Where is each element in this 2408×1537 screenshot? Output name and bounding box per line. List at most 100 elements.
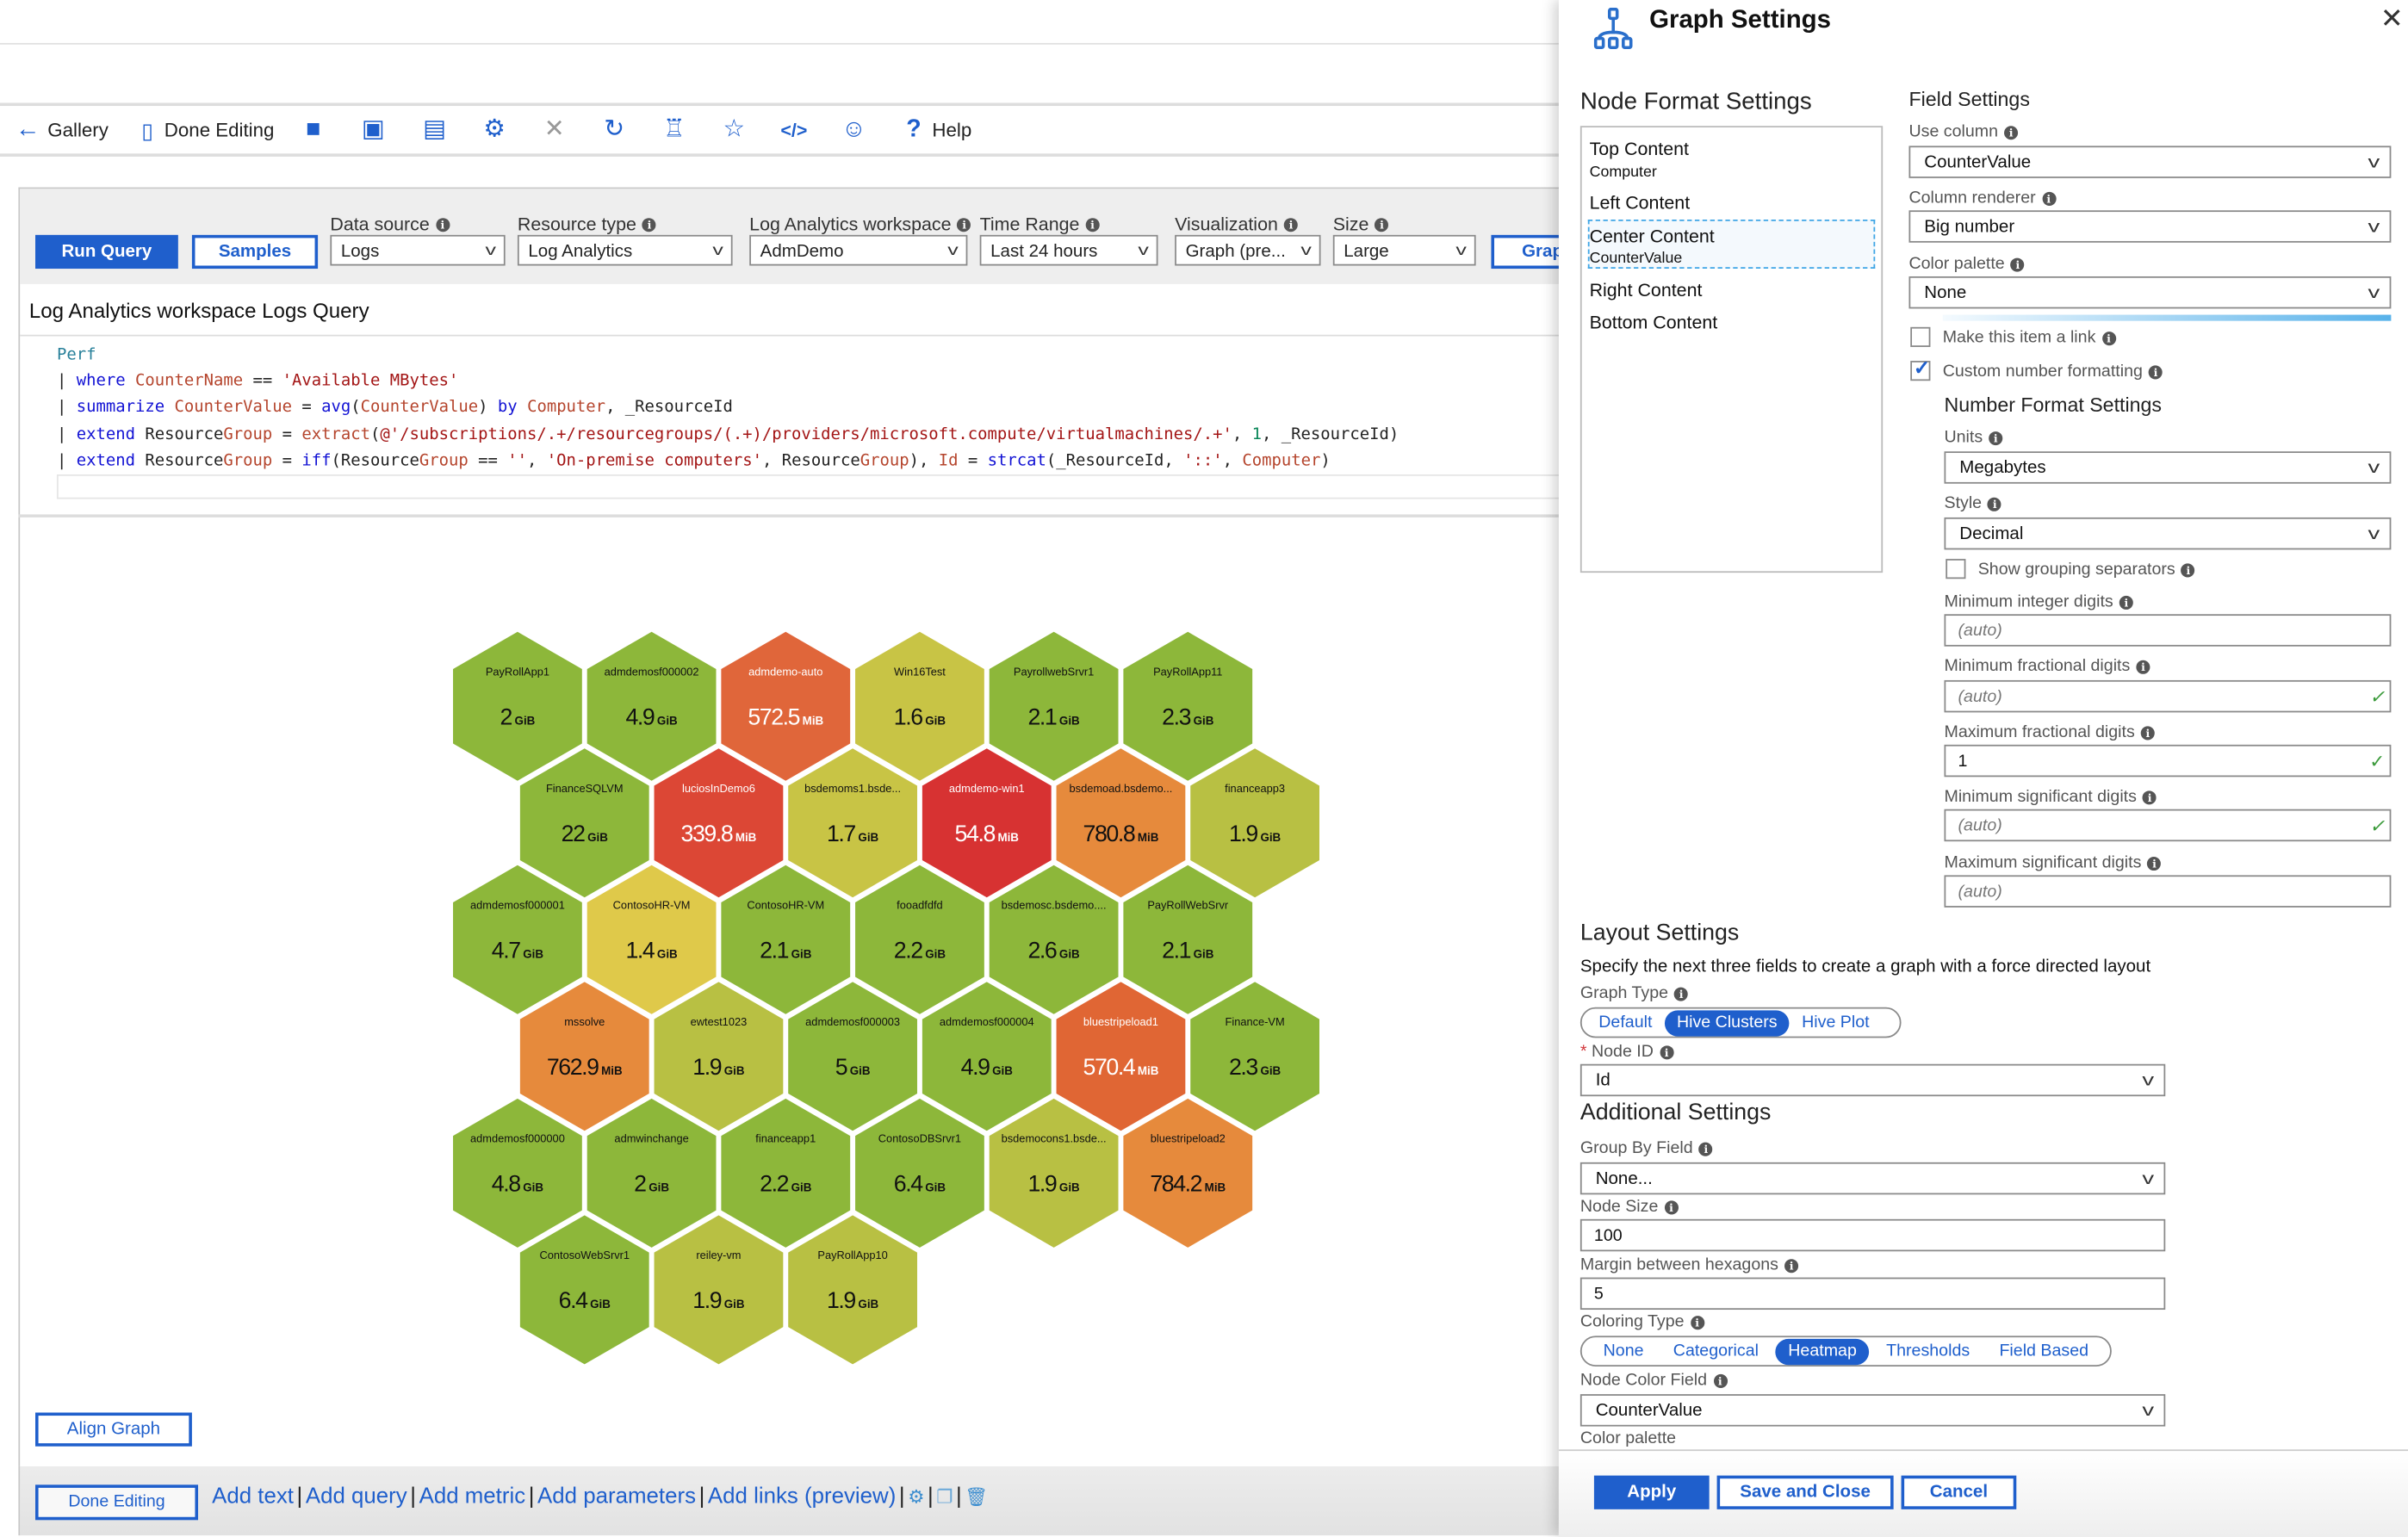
arrow-left-icon[interactable]: ← xyxy=(15,116,40,143)
graph-settings-button[interactable]: Grap xyxy=(1491,234,1568,270)
use-column-select[interactable]: CounterValue v xyxy=(1908,146,2392,178)
copy-icon[interactable]: ❐ xyxy=(936,1486,953,1509)
save-and-close-button[interactable]: Save and Close xyxy=(1716,1475,1894,1509)
hex-node[interactable]: financeapp3 1.9 GiB xyxy=(1190,748,1320,898)
save-as-icon[interactable]: ▤ xyxy=(423,116,447,143)
top-content-item[interactable]: Top Content xyxy=(1589,138,1689,160)
hex-node[interactable]: PayRollApp11 2.3 GiB xyxy=(1123,631,1253,781)
samples-button[interactable]: Samples xyxy=(191,234,319,270)
margin-input[interactable]: 5 xyxy=(1579,1277,2166,1311)
hex-node[interactable]: financeapp1 2.2 GiB xyxy=(721,1098,851,1248)
add-query-link[interactable]: Add query xyxy=(305,1484,407,1509)
hex-node[interactable]: ContosoHR-VM 1.4 GiB xyxy=(586,865,717,1014)
hex-node[interactable]: PayrollwebSrvr1 2.1 GiB xyxy=(989,631,1119,781)
query-editor-blank-line[interactable] xyxy=(56,474,1564,499)
size-select[interactable]: Large v xyxy=(1332,234,1476,266)
hex-node[interactable]: admdemosf000003 5 GiB xyxy=(788,982,917,1131)
hex-node[interactable]: bsdemocons1.bsde... 1.9 GiB xyxy=(989,1098,1119,1248)
min-fractional-digits-input[interactable]: (auto) ✓ xyxy=(1944,679,2392,713)
hex-node[interactable]: admdemo-auto 572.5 MiB xyxy=(721,631,851,781)
left-content-item[interactable]: Left Content xyxy=(1589,191,1691,214)
graph-type-default[interactable]: Default xyxy=(1598,1012,1653,1032)
add-links-preview-link[interactable]: Add links (preview) xyxy=(707,1484,897,1509)
done-editing-bottom-button[interactable]: Done Editing xyxy=(35,1484,199,1521)
min-significant-digits-input[interactable]: (auto) ✓ xyxy=(1944,809,2392,842)
hex-node[interactable]: PayRollWebSrvr 2.1 GiB xyxy=(1123,865,1253,1014)
resource-type-select[interactable]: Log Analytics v xyxy=(517,234,733,266)
node-color-field-select[interactable]: CounterValue v xyxy=(1579,1394,2166,1427)
hex-node[interactable]: PayRollApp10 1.9 GiB xyxy=(788,1215,917,1365)
node-id-select[interactable]: Id v xyxy=(1579,1063,2166,1097)
units-select[interactable]: Megabytes v xyxy=(1944,451,2392,484)
run-query-button[interactable]: Run Query xyxy=(35,234,178,270)
help-button[interactable]: Help xyxy=(932,117,971,145)
make-link-checkbox[interactable] xyxy=(1910,326,1931,347)
style-select[interactable]: Decimal v xyxy=(1944,517,2392,550)
hex-node[interactable]: admdemosf000002 4.9 GiB xyxy=(586,631,717,781)
hex-node[interactable]: PayRollApp1 2 GiB xyxy=(453,631,582,781)
graph-type-hive-clusters[interactable]: Hive Clusters xyxy=(1664,1009,1790,1036)
close-panel-icon[interactable]: ✕ xyxy=(2380,3,2404,34)
coloring-type-thresholds[interactable]: Thresholds xyxy=(1886,1341,1970,1360)
center-content-item[interactable]: Center Content CounterValue xyxy=(1587,219,1876,270)
hex-node[interactable]: ContosoDBSrvr1 6.4 GiB xyxy=(855,1098,984,1248)
hex-node[interactable]: FinanceSQLVM 22 GiB xyxy=(519,748,649,898)
time-range-select[interactable]: Last 24 hours v xyxy=(979,234,1158,266)
coloring-type-field-based[interactable]: Field Based xyxy=(1999,1341,2089,1360)
gear-icon[interactable]: ⚙ xyxy=(908,1486,925,1509)
visualization-select[interactable]: Graph (pre... v xyxy=(1175,234,1321,266)
max-fractional-digits-input[interactable]: 1 ✓ xyxy=(1944,744,2392,778)
node-size-input[interactable]: 100 xyxy=(1579,1218,2166,1252)
hex-node[interactable]: fooadfdfd 2.2 GiB xyxy=(855,865,984,1014)
gallery-button[interactable]: Gallery xyxy=(47,117,109,145)
column-renderer-select[interactable]: Big number v xyxy=(1908,210,2392,243)
alert-icon[interactable]: ♖ xyxy=(663,116,686,143)
hex-node[interactable]: ContosoWebSrvr1 6.4 GiB xyxy=(519,1215,649,1365)
smiley-icon[interactable]: ☺ xyxy=(841,116,867,143)
hex-node[interactable]: bsdemoad.bsdemo... 780.8 MiB xyxy=(1056,748,1186,898)
hex-node[interactable]: admdemosf000000 4.8 GiB xyxy=(453,1098,582,1248)
done-editing-button[interactable]: Done Editing xyxy=(164,117,275,145)
gear-icon[interactable]: ⚙ xyxy=(483,116,506,143)
coloring-type-categorical[interactable]: Categorical xyxy=(1673,1341,1759,1360)
hex-node[interactable]: bluestripeload1 570.4 MiB xyxy=(1056,982,1186,1131)
hex-node[interactable]: admdemosf000001 4.7 GiB xyxy=(453,865,582,1014)
hex-node[interactable]: ewtest1023 1.9 GiB xyxy=(654,982,784,1131)
grouping-separators-checkbox[interactable] xyxy=(1946,559,1966,579)
right-content-item[interactable]: Right Content xyxy=(1589,279,1703,301)
hex-node[interactable]: luciosInDemo6 339.8 MiB xyxy=(654,748,784,898)
workspace-select[interactable]: AdmDemo v xyxy=(749,234,968,266)
coloring-type-heatmap[interactable]: Heatmap xyxy=(1776,1338,1870,1365)
hex-node[interactable]: mssolve 762.9 MiB xyxy=(519,982,649,1131)
hex-node[interactable]: bluestripeload2 784.2 MiB xyxy=(1123,1098,1253,1248)
hex-node[interactable]: admdemo-win1 54.8 MiB xyxy=(922,748,1052,898)
save-icon[interactable]: ▣ xyxy=(361,116,385,143)
code-icon[interactable]: </> xyxy=(780,120,808,142)
add-metric-link[interactable]: Add metric xyxy=(419,1484,526,1509)
apply-button[interactable]: Apply xyxy=(1593,1475,1710,1509)
graph-type-hive-plot[interactable]: Hive Plot xyxy=(1802,1012,1870,1032)
pin-icon[interactable]: ☆ xyxy=(723,116,746,143)
refresh-icon[interactable]: ↻ xyxy=(604,116,625,143)
align-graph-button[interactable]: Align Graph xyxy=(35,1412,192,1447)
hex-node[interactable]: admwinchange 2 GiB xyxy=(586,1098,717,1248)
trash-icon[interactable]: 🗑 xyxy=(965,1486,989,1509)
hex-node[interactable]: ContosoHR-VM 2.1 GiB xyxy=(721,865,851,1014)
bottom-content-item[interactable]: Bottom Content xyxy=(1589,311,1718,333)
help-icon[interactable]: ? xyxy=(906,116,922,143)
add-text-link[interactable]: Add text xyxy=(212,1484,294,1509)
hex-node[interactable]: Win16Test 1.6 GiB xyxy=(855,631,984,781)
data-source-select[interactable]: Logs v xyxy=(330,234,506,266)
hex-node[interactable]: bsdemoms1.bsde... 1.7 GiB xyxy=(788,748,917,898)
add-parameters-link[interactable]: Add parameters xyxy=(537,1484,697,1509)
close-icon[interactable]: ✕ xyxy=(543,116,565,143)
hex-node[interactable]: Finance-VM 2.3 GiB xyxy=(1190,982,1320,1131)
min-integer-digits-input[interactable]: (auto) xyxy=(1944,614,2392,647)
coloring-type-none[interactable]: None xyxy=(1603,1341,1644,1360)
cancel-button[interactable]: Cancel xyxy=(1901,1475,2017,1509)
color-palette-select[interactable]: None v xyxy=(1908,276,2392,309)
hex-node[interactable]: reiley-vm 1.9 GiB xyxy=(654,1215,784,1365)
custom-format-checkbox[interactable] xyxy=(1910,356,1931,381)
max-significant-digits-input[interactable]: (auto) xyxy=(1944,875,2392,908)
hex-node[interactable]: bsdemosc.bsdemo.... 2.6 GiB xyxy=(989,865,1119,1014)
